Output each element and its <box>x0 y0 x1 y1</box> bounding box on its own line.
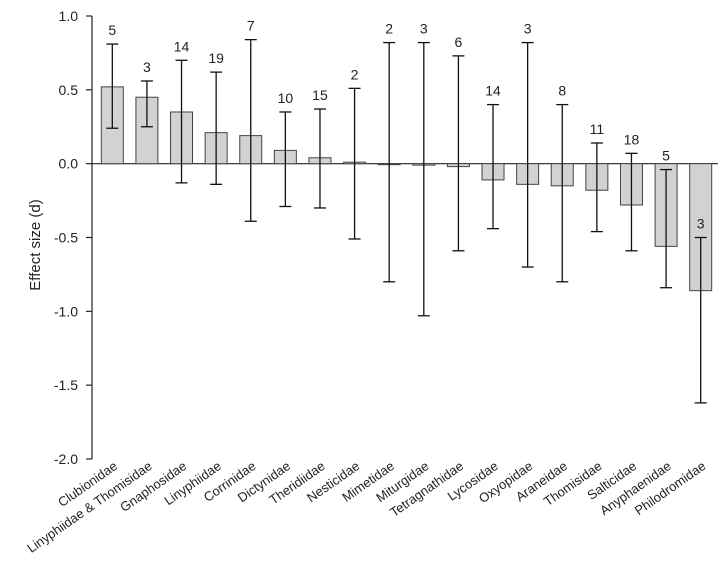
y-tick-label: 0.0 <box>59 156 79 172</box>
error-bars <box>106 38 707 404</box>
sample-size-label: 3 <box>697 216 705 232</box>
sample-size-label: 6 <box>455 34 463 50</box>
y-tick-label: -1.5 <box>54 377 78 393</box>
sample-size-label: 10 <box>278 90 294 106</box>
sample-size-label: 3 <box>524 21 532 37</box>
y-tick-label: 0.5 <box>59 82 79 98</box>
sample-size-label: 8 <box>558 83 566 99</box>
sample-size-label: 18 <box>624 131 640 147</box>
sample-size-label: 7 <box>247 18 255 34</box>
sample-size-label: 2 <box>351 66 359 82</box>
sample-size-label: 15 <box>312 87 328 103</box>
y-tick-label: -2.0 <box>54 451 78 467</box>
sample-size-label: 19 <box>208 50 224 66</box>
sample-size-label: 14 <box>174 38 190 54</box>
sample-size-label: 5 <box>662 148 670 164</box>
sample-size-label: 14 <box>485 83 501 99</box>
sample-size-label: 5 <box>108 22 116 38</box>
sample-size-label: 2 <box>385 21 393 37</box>
sample-size-label: 3 <box>143 59 151 75</box>
y-axis: 1.0 0.5 0.0 -0.5 -1.0 -1.5 -2.0 <box>54 8 718 467</box>
y-tick-label: -1.0 <box>54 303 78 319</box>
sample-size-label: 11 <box>590 121 605 137</box>
bars <box>100 86 713 292</box>
y-axis-title: Effect size (d) <box>27 199 44 290</box>
y-tick-label: -0.5 <box>54 230 78 246</box>
y-tick-label: 1.0 <box>59 8 79 24</box>
sample-size-labels: 5 3 14 19 7 10 15 2 2 3 6 14 3 8 11 18 5 3 <box>108 18 704 232</box>
sample-size-label: 3 <box>420 21 428 37</box>
